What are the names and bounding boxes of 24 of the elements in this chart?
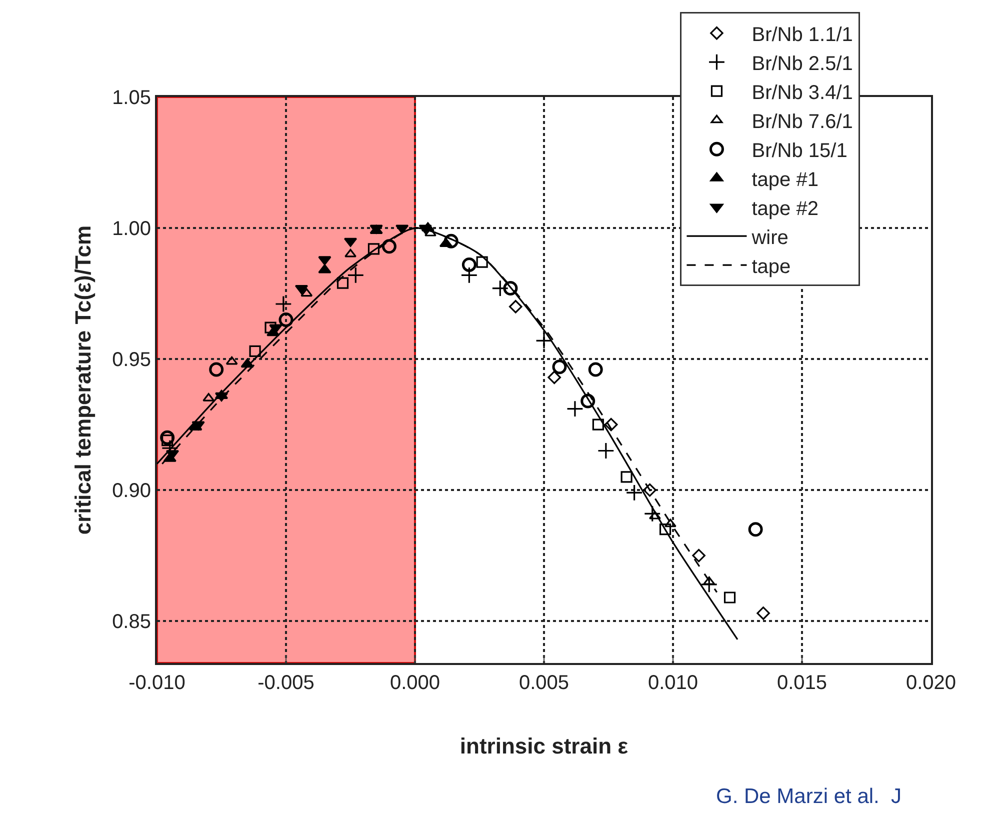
y-axis-title: critical temperature Tc(ε)/Tcm (70, 225, 96, 535)
x-tick-label: 0.000 (390, 672, 440, 694)
legend-label: Br/Nb 7.6/1 (752, 110, 853, 133)
legend-label: Br/Nb 2.5/1 (752, 52, 853, 75)
y-tick-label: 1.05 (112, 87, 151, 109)
x-tick-label: -0.010 (128, 672, 186, 694)
legend-label: tape #1 (752, 168, 818, 191)
x-tick-label: -0.005 (258, 672, 314, 694)
y-tick-label: 0.95 (112, 349, 151, 372)
legend-label: Br/Nb 3.4/1 (752, 82, 853, 104)
x-tick-label: 0.005 (518, 672, 570, 694)
legend-label: tape (752, 256, 791, 278)
y-tick-label: 0.85 (112, 611, 151, 634)
x-axis-title: intrinsic strain ε (460, 733, 629, 758)
x-tick-label: 0.020 (906, 672, 956, 694)
y-tick-label: 0.90 (112, 480, 151, 502)
y-tick-label: 1.00 (112, 218, 151, 240)
text: G. De Marzi et al. J (716, 785, 902, 808)
legend-label: tape #2 (752, 198, 818, 220)
legend-label: Br/Nb 1.1/1 (752, 24, 853, 46)
legend-label: wire (750, 226, 788, 249)
x-tick-label: 0.010 (648, 672, 698, 694)
x-tick-label: 0.015 (776, 672, 828, 694)
legend-label: Br/Nb 15/1 (752, 140, 848, 162)
